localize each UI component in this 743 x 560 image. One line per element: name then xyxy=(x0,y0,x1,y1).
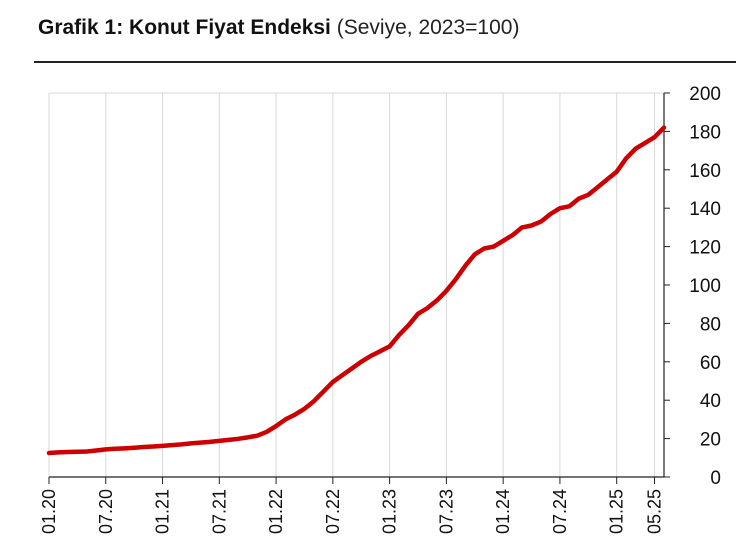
y-tick-label: 120 xyxy=(689,238,721,259)
y-tick-label: 80 xyxy=(700,314,721,335)
x-axis-ticks: 01.20 07.20 01.21 07.21 01.22 07.22 01.23 07.23… xyxy=(39,489,665,534)
y-tick-label: 200 xyxy=(689,84,721,105)
y-tick-label: 20 xyxy=(700,430,721,451)
series-line xyxy=(46,125,667,456)
x-tick-label: 01.25 xyxy=(607,489,627,534)
axes xyxy=(48,92,670,484)
y-tick-label: 100 xyxy=(689,276,721,297)
title-rule xyxy=(34,61,736,63)
x-tick-label: 05.25 xyxy=(645,489,665,534)
x-tick-label: 01.24 xyxy=(493,489,513,534)
y-tick-label: 140 xyxy=(689,199,721,220)
x-tick-label: 07.21 xyxy=(209,489,229,534)
y-tick-label: 60 xyxy=(700,353,721,374)
chart-title: Grafik 1: Konut Fiyat Endeksi xyxy=(38,16,331,39)
y-tick-label: 180 xyxy=(689,122,721,143)
x-tick-label: 01.20 xyxy=(39,489,59,534)
x-tick-label: 07.24 xyxy=(550,489,570,534)
x-tick-label: 01.23 xyxy=(380,489,400,534)
chart-subtitle: (Seviye, 2023=100) xyxy=(336,16,520,39)
series-group xyxy=(46,125,667,456)
x-tick-label: 07.23 xyxy=(436,489,456,534)
y-axis-ticks: 0 20 40 60 80 100 120 140 160 180 200 xyxy=(689,84,721,489)
y-tick-label: 40 xyxy=(700,391,721,412)
x-tick-label: 01.22 xyxy=(266,489,286,534)
y-tick-label: 0 xyxy=(710,468,721,489)
x-tick-label: 07.22 xyxy=(323,489,343,534)
chart-title-row: Grafik 1: Konut Fiyat Endeksi (Seviye, 2… xyxy=(38,16,519,40)
x-tick-label: 01.21 xyxy=(153,489,173,534)
grid-lines xyxy=(48,92,664,477)
y-tick-label: 160 xyxy=(689,161,721,182)
x-tick-label: 07.20 xyxy=(96,489,116,534)
